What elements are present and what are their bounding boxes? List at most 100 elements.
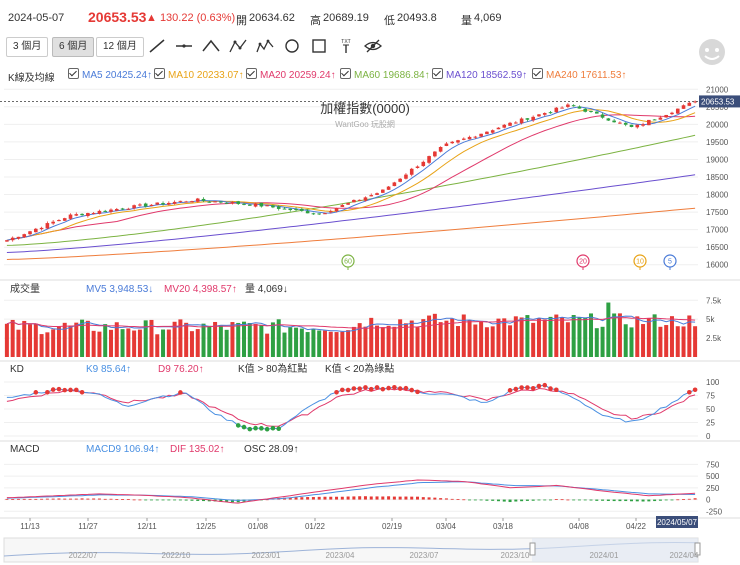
osc-bar <box>74 498 78 500</box>
ma-legend-item[interactable]: MA10 20233.07↑ <box>154 68 244 81</box>
osc-bar <box>641 499 645 502</box>
volume-label: 量 <box>461 15 472 27</box>
volume-bar <box>525 315 530 357</box>
horizontal-line-icon[interactable] <box>175 38 193 54</box>
x-tick-label: 01/22 <box>305 522 326 531</box>
wantgoo-logo <box>694 36 730 76</box>
volume-bar <box>617 313 622 357</box>
text-tool-icon[interactable]: TXT <box>337 38 355 54</box>
osc-bar <box>167 499 171 501</box>
volume-bar <box>108 329 113 357</box>
osc-bar <box>207 499 211 502</box>
volume-bar <box>126 328 131 357</box>
trend-line-icon[interactable] <box>148 38 166 54</box>
candle <box>496 127 501 130</box>
osc-bar <box>618 499 622 502</box>
ma-checkbox[interactable] <box>532 68 543 79</box>
osc-label: OSC 28.09↑ <box>244 444 298 455</box>
navigator-label: 2023/01 <box>252 551 281 560</box>
ma-legend-item[interactable]: MA120 18562.59↑ <box>432 68 527 81</box>
osc-bar <box>346 496 350 500</box>
ma-checkbox[interactable] <box>68 68 79 79</box>
macd9-label: MACD9 106.94↑ <box>86 444 159 455</box>
kd-overbought-dot <box>351 386 357 391</box>
osc-bar <box>306 497 310 500</box>
candle <box>300 208 304 211</box>
osc-bar <box>520 499 524 502</box>
osc-bar <box>601 499 605 501</box>
volume-bar <box>519 317 524 357</box>
osc-bar <box>450 498 454 500</box>
ma-marker-label: 20 <box>579 259 587 266</box>
osc-bar <box>456 499 460 500</box>
kd-overbought-dot <box>178 390 183 395</box>
period-3m-button[interactable]: 3 個月 <box>6 37 49 57</box>
volume-bar <box>201 323 206 357</box>
osc-bar <box>577 499 581 501</box>
ma-checkbox[interactable] <box>340 68 351 79</box>
kd-overbought-dot <box>363 385 368 390</box>
candle <box>525 118 530 120</box>
hide-drawings-icon[interactable] <box>364 38 382 54</box>
macd-title: MACD <box>10 444 39 455</box>
ma-legend-label: MA5 20425.24↑ <box>82 70 153 81</box>
y-tick-label: 5k <box>706 315 715 324</box>
candle <box>502 124 507 128</box>
candle <box>485 131 489 135</box>
period-12m-button[interactable]: 12 個月 <box>96 37 144 57</box>
candle <box>328 211 333 213</box>
kd-overbought-dot <box>415 389 420 395</box>
x-tick-label: 01/08 <box>248 522 269 531</box>
ma-legend-item[interactable]: MA5 20425.24↑ <box>68 68 152 81</box>
period-6m-button[interactable]: 6 個月 <box>52 37 95 57</box>
rectangle-tool-icon[interactable] <box>310 38 328 54</box>
candle <box>658 117 663 120</box>
volume-bar <box>409 320 414 357</box>
volume-bar <box>398 319 403 357</box>
volume-bar <box>432 313 437 357</box>
candle <box>103 210 108 212</box>
low-value: 20493.8 <box>397 12 437 24</box>
navigator-handle-left[interactable] <box>529 542 536 556</box>
triangle-tool-icon[interactable] <box>229 38 247 54</box>
candle <box>548 112 553 114</box>
x-tick-label: 04/22 <box>626 522 647 531</box>
osc-bar <box>410 496 414 500</box>
candle <box>114 209 119 211</box>
ma-legend-item[interactable]: MA20 20259.24↑ <box>246 68 336 81</box>
candle <box>381 189 385 193</box>
osc-bar <box>549 499 553 501</box>
kd-overbought-dot <box>392 384 397 390</box>
wave-tool-icon[interactable] <box>256 38 274 54</box>
volume-bar <box>334 332 339 357</box>
candle <box>230 202 235 204</box>
candle <box>184 201 188 203</box>
navigator-handle-right[interactable] <box>694 542 701 556</box>
kd-overbought-dot <box>519 385 524 390</box>
osc-bar <box>288 497 292 500</box>
ma-legend-item[interactable]: MA240 17611.53↑ <box>532 68 626 81</box>
y-tick-label: 500 <box>706 472 720 481</box>
ma-checkbox[interactable] <box>246 68 257 79</box>
candle <box>340 205 345 207</box>
osc-bar <box>173 499 177 501</box>
circle-tool-icon[interactable] <box>283 38 301 54</box>
ma-checkbox[interactable] <box>432 68 443 79</box>
osc-bar <box>595 499 599 501</box>
osc-bar <box>225 499 229 502</box>
osc-bar <box>554 499 558 500</box>
volume-bar <box>496 318 501 357</box>
volume-bar <box>363 326 368 357</box>
volume-bar <box>415 327 420 357</box>
candle <box>600 114 605 118</box>
ma-legend-item[interactable]: MA60 19686.84↑ <box>340 68 430 81</box>
volume-bar <box>328 331 333 357</box>
ma-checkbox[interactable] <box>154 68 165 79</box>
candle <box>247 204 252 206</box>
volume-bar <box>10 319 15 357</box>
candle <box>606 118 611 121</box>
osc-bar <box>144 499 148 501</box>
polyline-icon[interactable] <box>202 38 220 54</box>
quote-date: 2024-05-07 <box>8 12 65 24</box>
